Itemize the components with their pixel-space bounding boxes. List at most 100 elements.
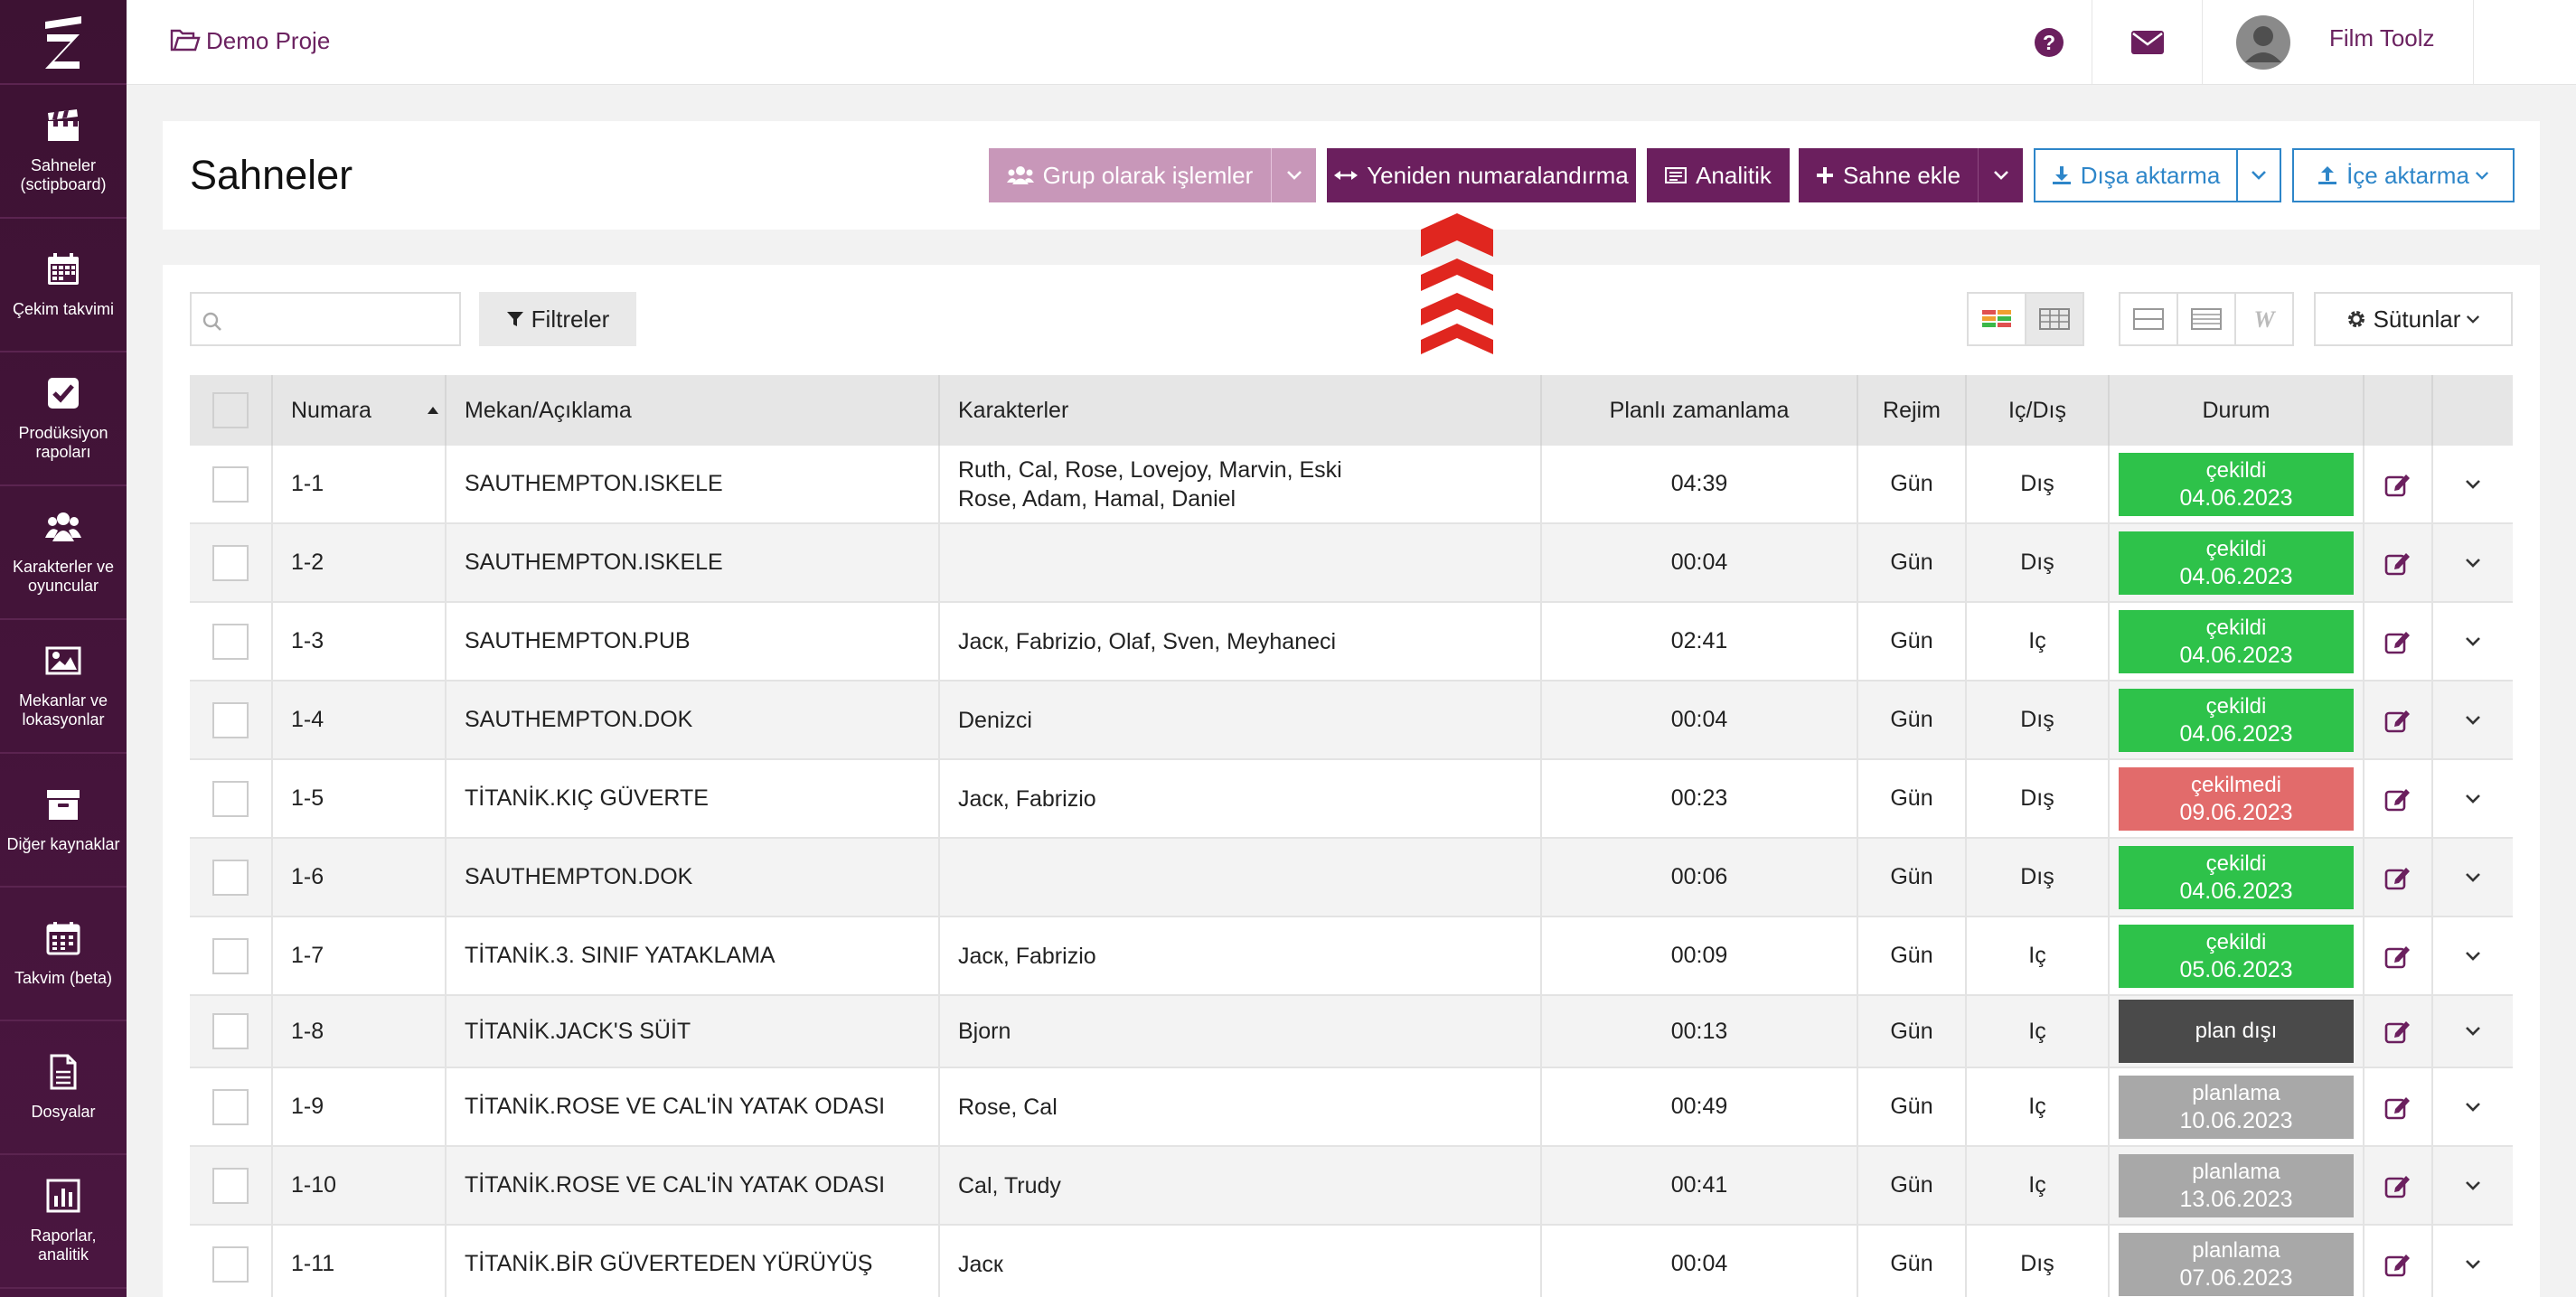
chevron-down-icon[interactable] (2465, 715, 2481, 726)
edit-icon[interactable] (2384, 944, 2411, 969)
col-number[interactable]: Numara (273, 375, 447, 446)
chevron-down-icon[interactable] (2465, 951, 2481, 962)
sidebar-item-1[interactable]: Çekim takvimi (0, 219, 127, 352)
table-row[interactable]: 1-4 SAUTHEMPTON.DOK Denizci 00:04 Gün Dış çeki… (190, 681, 2513, 760)
user-name[interactable]: Film Toolz (2329, 23, 2435, 52)
sidebar-item-7[interactable]: Dosyalar (0, 1021, 127, 1155)
add-scene-dropdown[interactable] (1978, 148, 2023, 202)
row-checkbox[interactable] (212, 1167, 249, 1204)
row-checkbox[interactable] (212, 1245, 249, 1283)
table-row[interactable]: 1-1 SAUTHEMPTON.ISKELE Ruth, Cal, Rose, Lo… (190, 446, 2513, 524)
status-badge[interactable]: çekildi 04.06.2023 (2119, 688, 2354, 752)
view-colored-rows[interactable] (1967, 292, 2026, 346)
edit-icon[interactable] (2384, 629, 2411, 654)
app-logo[interactable] (0, 0, 127, 85)
columns-button[interactable]: Sütunlar (2314, 292, 2513, 346)
edit-cell (2364, 760, 2433, 837)
export-button[interactable]: Dışa aktarma (2034, 148, 2238, 202)
table-row[interactable]: 1-11 TİTANİK.BİR GÜVERTEDEN YÜRÜYÜŞ Jacк 00… (190, 1226, 2513, 1297)
sidebar-item-4[interactable]: Mekanlar ve lokasyonlar (0, 620, 127, 754)
analytics-button[interactable]: Analitik (1647, 148, 1790, 202)
status-badge[interactable]: çekildi 04.06.2023 (2119, 845, 2354, 909)
chevron-down-icon[interactable] (2465, 558, 2481, 569)
help-button[interactable]: ? (2016, 0, 2082, 85)
avatar[interactable] (2234, 0, 2292, 85)
view-compact[interactable] (2119, 292, 2178, 346)
scene-characters (940, 524, 1542, 601)
edit-icon[interactable] (2384, 786, 2411, 812)
col-status[interactable]: Durum (2110, 375, 2364, 446)
edit-icon[interactable] (2384, 1252, 2411, 1277)
status-badge[interactable]: çekildi 04.06.2023 (2119, 452, 2354, 516)
edit-icon[interactable] (2384, 1173, 2411, 1198)
row-checkbox[interactable] (212, 859, 249, 896)
chevron-down-icon[interactable] (2465, 794, 2481, 804)
status-badge[interactable]: planlama 07.06.2023 (2119, 1232, 2354, 1296)
chevron-down-icon[interactable] (2465, 636, 2481, 647)
import-button[interactable]: İçe aktarma (2292, 148, 2515, 202)
add-scene-button[interactable]: Sahne ekle (1799, 148, 1978, 202)
sidebar-item-5[interactable]: Diğer kaynaklar (0, 754, 127, 888)
col-characters[interactable]: Karakterler (940, 375, 1542, 446)
chevron-down-icon[interactable] (2465, 1102, 2481, 1113)
row-checkbox[interactable] (212, 544, 249, 581)
edit-cell (2364, 524, 2433, 601)
group-operations-button[interactable]: Grup olarak işlemler (989, 148, 1271, 202)
view-table[interactable] (2025, 292, 2084, 346)
row-checkbox[interactable] (212, 465, 249, 503)
sidebar-item-8[interactable]: Raporlar, analitik (0, 1155, 127, 1289)
messages-button[interactable] (2093, 0, 2202, 85)
status-badge[interactable]: planlama 10.06.2023 (2119, 1075, 2354, 1139)
row-checkbox[interactable] (212, 1013, 249, 1049)
search-input[interactable] (190, 292, 461, 346)
row-checkbox[interactable] (212, 701, 249, 738)
col-regime[interactable]: Rejim (1858, 375, 1967, 446)
status-badge[interactable]: çekildi 04.06.2023 (2119, 531, 2354, 595)
chevron-down-icon[interactable] (2465, 1026, 2481, 1037)
view-word[interactable]: W (2234, 292, 2294, 346)
filters-button[interactable]: Filtreler (479, 292, 636, 346)
table-row[interactable]: 1-3 SAUTHEMPTON.PUB Jacк, Fabrizio, Olaf, … (190, 603, 2513, 681)
checkbox-icon (45, 375, 81, 411)
col-location[interactable]: Mekan/Açıklama (447, 375, 940, 446)
edit-icon[interactable] (2384, 865, 2411, 890)
renumber-button[interactable]: Yeniden numaralandırma (1327, 148, 1636, 202)
select-all-checkbox[interactable] (212, 392, 249, 428)
edit-icon[interactable] (2384, 1019, 2411, 1044)
edit-icon[interactable] (2384, 550, 2411, 576)
export-dropdown[interactable] (2236, 148, 2281, 202)
chevron-down-icon[interactable] (2465, 1180, 2481, 1191)
sidebar-item-2[interactable]: Prodüksiyon rapoları (0, 352, 127, 486)
chevron-down-icon[interactable] (2465, 872, 2481, 883)
sidebar-item-0[interactable]: Sahneler (sctipboard) (0, 85, 127, 219)
table-row[interactable]: 1-6 SAUTHEMPTON.DOK 00:06 Gün Dış çekildi 04.0… (190, 839, 2513, 917)
status-badge[interactable]: çekilmedi 09.06.2023 (2119, 766, 2354, 831)
table-row[interactable]: 1-2 SAUTHEMPTON.ISKELE 00:04 Gün Dış çekildi 0… (190, 524, 2513, 603)
status-badge[interactable]: plan dışı (2119, 1000, 2354, 1063)
edit-icon[interactable] (2384, 708, 2411, 733)
table-row[interactable]: 1-5 TİTANİK.KIÇ GÜVERTE Jacк, Fabrizio 00:2… (190, 760, 2513, 839)
table-row[interactable]: 1-8 TİTANİK.JACK'S SÜİT Bjorn 00:13 Gün Iç pla… (190, 996, 2513, 1068)
col-inout[interactable]: Iç/Dış (1967, 375, 2110, 446)
chevron-down-icon[interactable] (2465, 1259, 2481, 1270)
row-checkbox[interactable] (212, 1088, 249, 1125)
status-badge[interactable]: planlama 13.06.2023 (2119, 1153, 2354, 1217)
status-badge[interactable]: çekildi 04.06.2023 (2119, 609, 2354, 673)
project-link[interactable]: Demo Proje (170, 0, 330, 81)
edit-icon[interactable] (2384, 1095, 2411, 1120)
row-checkbox[interactable] (212, 937, 249, 974)
edit-icon[interactable] (2384, 472, 2411, 497)
view-list[interactable] (2176, 292, 2236, 346)
table-row[interactable]: 1-10 TİTANİK.ROSE VE CAL'İN YATAK ODASI Ca… (190, 1147, 2513, 1226)
row-checkbox[interactable] (212, 623, 249, 660)
group-operations-dropdown[interactable] (1271, 148, 1316, 202)
table-row[interactable]: 1-9 TİTANİK.ROSE VE CAL'İN YATAK ODASI Ros… (190, 1068, 2513, 1147)
sidebar-item-3[interactable]: Karakterler ve oyuncular (0, 486, 127, 620)
status-badge[interactable]: çekildi 05.06.2023 (2119, 924, 2354, 988)
row-checkbox[interactable] (212, 780, 249, 817)
scene-planned-time: 00:13 (1542, 996, 1858, 1067)
col-planned[interactable]: Planlı zamanlama (1542, 375, 1858, 446)
chevron-down-icon[interactable] (2465, 479, 2481, 490)
table-row[interactable]: 1-7 TİTANİK.3. SINIF YATAKLAMA Jacк, Fabri… (190, 917, 2513, 996)
sidebar-item-6[interactable]: Takvim (beta) (0, 888, 127, 1021)
